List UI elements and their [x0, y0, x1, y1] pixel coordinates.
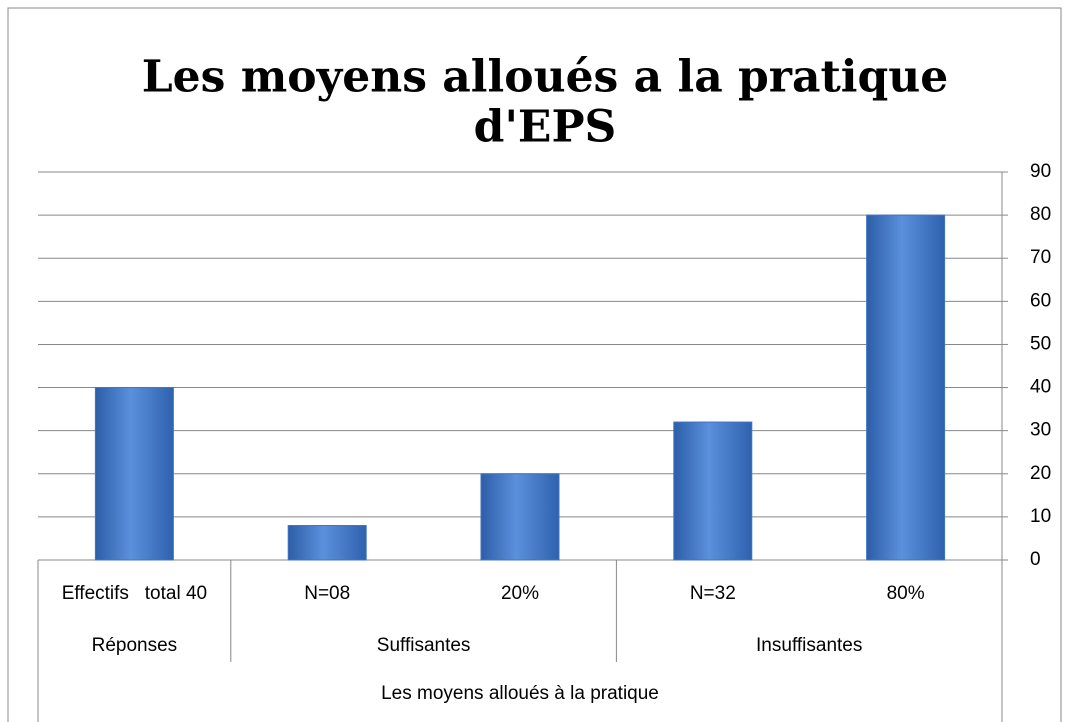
x-tick-label: N=08	[304, 583, 350, 604]
group-label: Suffisantes	[377, 635, 471, 656]
x-tick-label: 20%	[501, 583, 539, 604]
y-tick-label: 10	[1030, 506, 1051, 527]
y-tick-label: 70	[1030, 247, 1051, 268]
y-tick-label: 80	[1030, 204, 1051, 225]
y-tick-label: 40	[1030, 377, 1051, 398]
group-label: Réponses	[92, 635, 178, 656]
y-tick-label: 20	[1030, 463, 1051, 484]
group-label: Insuffisantes	[756, 635, 862, 656]
x-tick-label: 80%	[887, 583, 925, 604]
chart-title: d'EPS	[474, 102, 617, 153]
bar	[287, 525, 367, 561]
y-tick-label: 60	[1030, 290, 1051, 311]
bar	[94, 387, 174, 561]
x-tick-label: Effectifs total 40	[62, 583, 207, 604]
x-axis-title: Les moyens alloués à la pratique	[381, 683, 659, 704]
y-tick-label: 90	[1030, 161, 1051, 182]
y-tick-label: 30	[1030, 420, 1051, 441]
bar	[866, 214, 946, 561]
y-tick-label: 0	[1030, 549, 1041, 570]
bar	[480, 473, 560, 561]
y-tick-label: 50	[1030, 333, 1051, 354]
bar	[673, 421, 753, 561]
chart-title: Les moyens alloués a la pratique	[142, 52, 949, 103]
x-tick-label: N=32	[690, 583, 736, 604]
